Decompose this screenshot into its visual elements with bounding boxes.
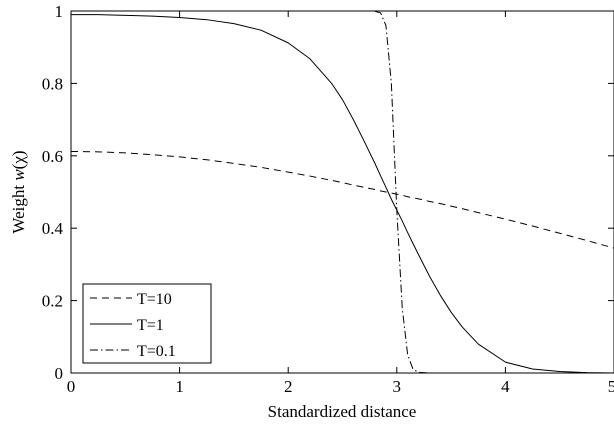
legend-label-t1: T=1 [137, 317, 164, 334]
y-tick-label: 0.4 [42, 219, 64, 238]
x-tick-label: 1 [175, 377, 184, 396]
series-line-3 [374, 10, 614, 374]
x-tick-label: 3 [393, 377, 402, 396]
y-tick-label: 0 [55, 364, 64, 383]
tick-layer: 0 1 2 3 4 5 0 0.2 0.4 0.6 0.8 1 [42, 2, 614, 396]
y-axis-title-open: ( [9, 163, 28, 169]
x-axis-title: Standardized distance [268, 402, 417, 421]
y-axis-title-arg: χ [9, 156, 28, 165]
legend: T=10 T=1 T=0.1 [82, 283, 212, 364]
x-tick-label: 0 [67, 377, 76, 396]
y-axis-title-close: ) [9, 150, 28, 156]
y-axis-title: Weight w(χ) [9, 150, 28, 233]
x-tick-label: 2 [284, 377, 293, 396]
series-line-2 [71, 14, 614, 374]
y-tick-label: 0.2 [42, 292, 63, 311]
series-layer [70, 10, 614, 374]
legend-label-t01: T=0.1 [137, 343, 176, 360]
y-tick-label: 0.8 [42, 74, 63, 93]
y-axis-title-prefix: Weight [9, 181, 28, 234]
y-tick-label: 0.6 [42, 147, 63, 166]
series-line-1 [70, 150, 614, 249]
y-axis-title-func: w [9, 169, 28, 181]
y-tick-label: 1 [55, 2, 64, 21]
x-tick-label: 4 [501, 377, 510, 396]
x-tick-label: 5 [608, 377, 614, 396]
legend-label-t10: T=10 [137, 291, 172, 308]
